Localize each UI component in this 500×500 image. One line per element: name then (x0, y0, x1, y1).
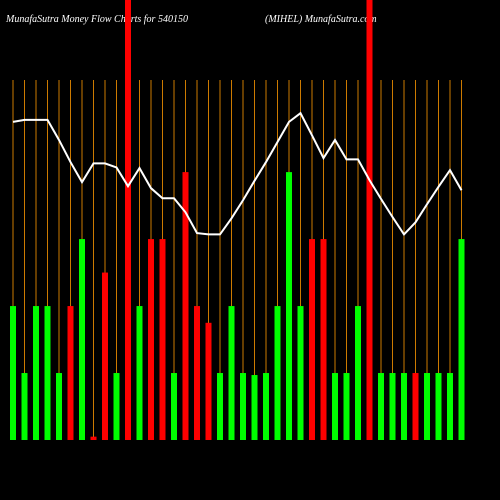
bar (182, 172, 189, 440)
bar (90, 436, 97, 440)
bar (56, 373, 62, 440)
bar (412, 373, 419, 440)
bar (309, 239, 315, 440)
bar (355, 306, 361, 440)
lines (12, 111, 463, 236)
bar (435, 373, 442, 440)
bar (136, 306, 143, 440)
bar (67, 306, 74, 440)
bar (228, 306, 235, 440)
money-flow-line (12, 111, 463, 236)
bar (194, 306, 200, 440)
bar (401, 373, 407, 440)
chart-subtitle: (MIHEL) MunafaSutra.com (265, 14, 377, 25)
bar (389, 373, 396, 440)
bar (21, 373, 28, 440)
bars (10, 0, 465, 440)
bar (205, 322, 212, 440)
bar (458, 239, 465, 440)
bar (79, 239, 85, 440)
bar (332, 373, 338, 440)
bar (378, 373, 384, 440)
bar (424, 373, 430, 440)
bar (44, 306, 51, 440)
bar (263, 373, 269, 440)
bar (447, 373, 453, 440)
bar (343, 373, 350, 440)
bar (217, 373, 223, 440)
bar (33, 306, 39, 440)
bar (148, 239, 154, 440)
bar (171, 373, 177, 440)
bar (251, 375, 258, 440)
bar (320, 239, 327, 440)
bar (366, 0, 373, 440)
bar (159, 239, 166, 440)
bar (113, 373, 120, 440)
bar (10, 306, 16, 440)
chart-title: MunafaSutra Money Flow Charts for 540150 (5, 14, 188, 25)
bar (102, 272, 108, 440)
bar (286, 172, 292, 440)
bar (297, 306, 304, 440)
bar (274, 306, 281, 440)
bar (125, 0, 131, 440)
bar (240, 373, 246, 440)
